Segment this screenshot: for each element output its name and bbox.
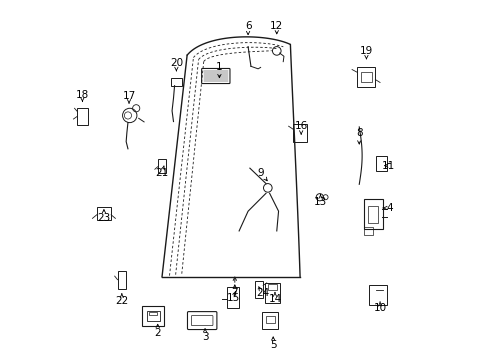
Bar xyxy=(292,125,306,141)
Text: 23: 23 xyxy=(97,213,110,222)
Text: 21: 21 xyxy=(155,168,168,178)
Text: 2: 2 xyxy=(154,328,161,338)
Text: 13: 13 xyxy=(313,197,326,207)
Text: 7: 7 xyxy=(231,288,238,298)
Bar xyxy=(146,311,159,321)
Text: 6: 6 xyxy=(244,21,251,31)
Bar xyxy=(360,72,371,82)
Text: 9: 9 xyxy=(257,168,264,178)
Bar xyxy=(363,199,382,229)
Bar xyxy=(357,67,375,87)
Text: 8: 8 xyxy=(355,129,362,138)
Bar xyxy=(149,312,156,315)
Text: 4: 4 xyxy=(386,203,392,213)
Bar xyxy=(142,306,163,326)
Bar xyxy=(117,271,126,289)
Text: 18: 18 xyxy=(76,90,89,100)
Bar xyxy=(254,281,263,298)
Text: 24: 24 xyxy=(255,288,268,298)
Bar xyxy=(363,227,372,234)
Text: 20: 20 xyxy=(169,58,183,68)
Bar xyxy=(368,285,386,305)
Bar xyxy=(375,156,386,171)
Bar xyxy=(97,207,111,220)
Bar xyxy=(262,312,278,329)
Text: 14: 14 xyxy=(268,294,281,304)
Bar xyxy=(267,284,276,290)
Bar xyxy=(265,283,279,303)
Text: 12: 12 xyxy=(269,21,283,31)
Text: 22: 22 xyxy=(115,296,128,306)
Text: 1: 1 xyxy=(216,62,222,72)
Bar xyxy=(158,159,166,173)
Bar xyxy=(171,78,182,86)
Text: 11: 11 xyxy=(381,161,394,171)
Text: 5: 5 xyxy=(269,340,276,350)
Text: 16: 16 xyxy=(294,121,307,131)
Bar xyxy=(265,316,274,323)
Text: 15: 15 xyxy=(226,293,239,303)
Bar xyxy=(367,206,378,223)
Text: 10: 10 xyxy=(373,303,386,314)
Text: 17: 17 xyxy=(122,91,135,101)
Bar xyxy=(226,287,239,308)
Bar xyxy=(77,108,88,125)
Text: 19: 19 xyxy=(359,46,372,56)
Text: 3: 3 xyxy=(202,332,208,342)
